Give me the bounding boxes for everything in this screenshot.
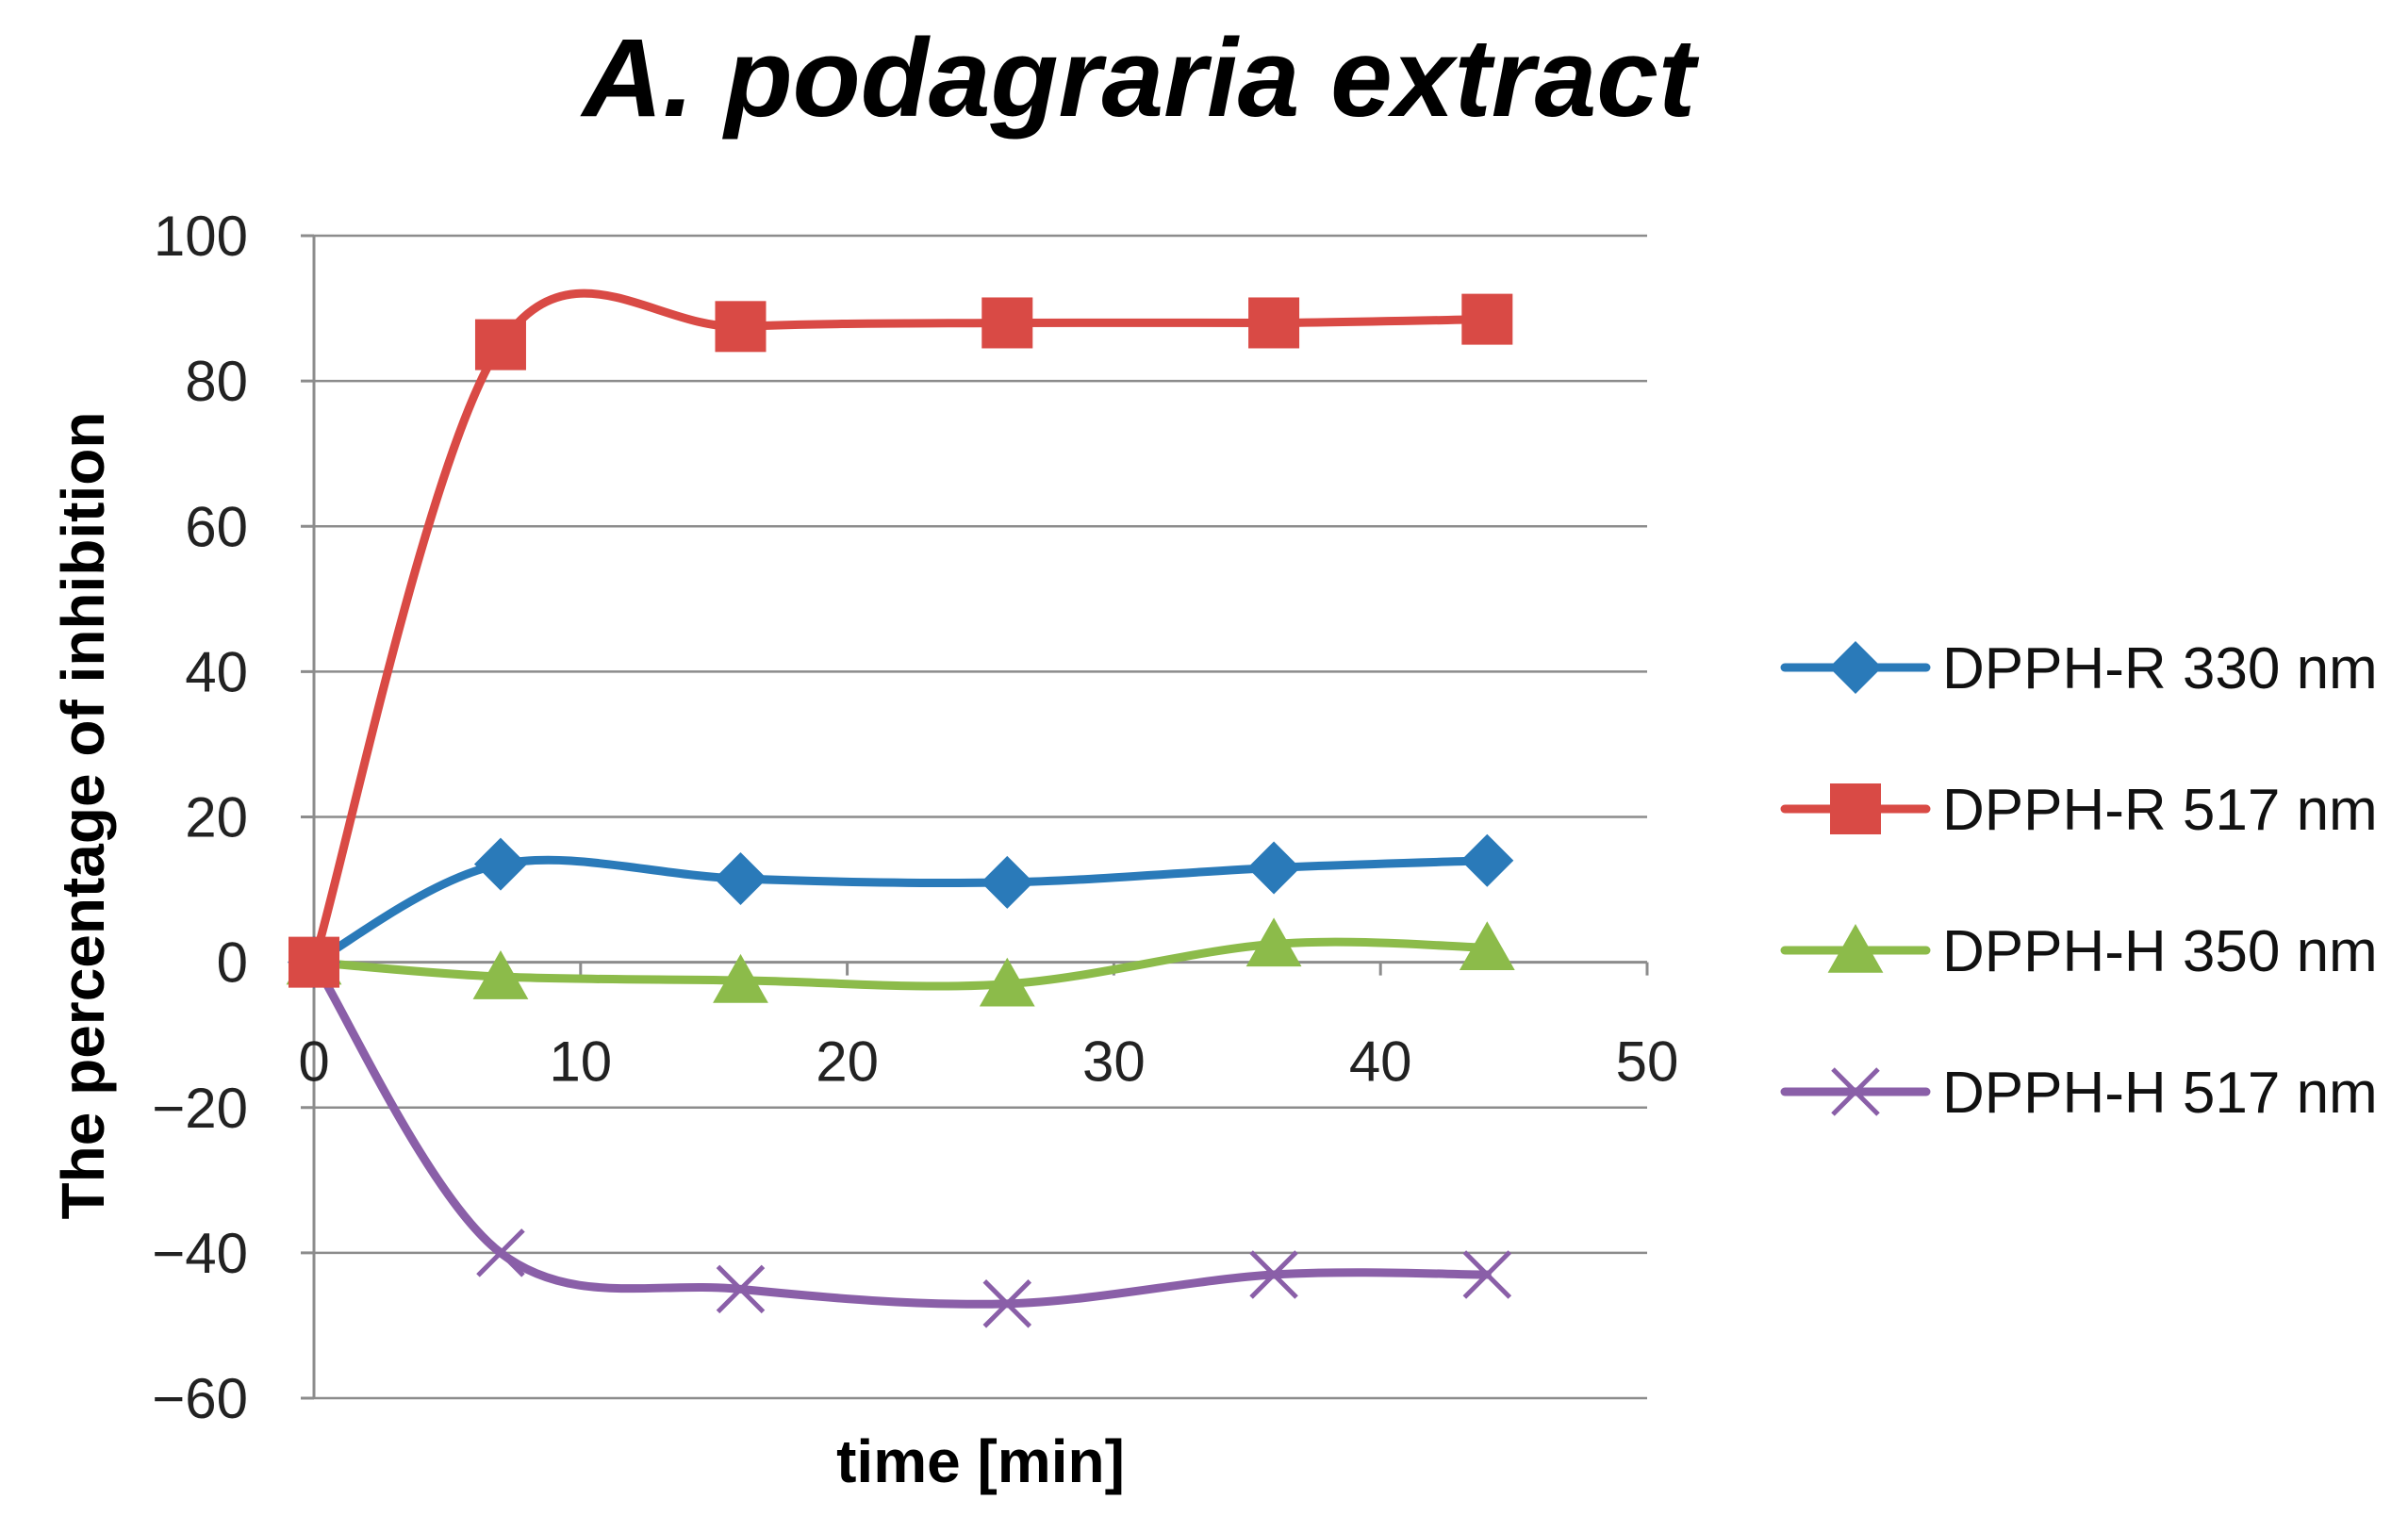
y-tick-label: 100 — [154, 205, 248, 268]
data-point-dpph-r-517-nm — [1461, 293, 1513, 345]
chart-title: A. podagraria extract — [580, 16, 1700, 140]
x-tick-label: 0 — [298, 1030, 329, 1094]
data-point-dpph-h-517-nm — [1462, 1250, 1512, 1299]
y-tick-label: −60 — [152, 1367, 248, 1430]
x-axis-label: time [min] — [836, 1427, 1125, 1495]
legend-marker — [1831, 1067, 1880, 1116]
legend-item-dpph-h-517-nm: DPPH-H 517 nm — [1780, 1061, 2378, 1126]
series-lines — [309, 288, 1492, 1309]
legend-marker — [1829, 641, 1882, 694]
data-point-dpph-r-330-nm — [981, 855, 1034, 909]
y-axis-label: The percentage of inhibition — [49, 412, 117, 1220]
y-tick-label: 60 — [185, 495, 248, 558]
y-tick-label: 40 — [185, 640, 248, 703]
legend-label: DPPH-R 517 nm — [1942, 778, 2378, 843]
data-point-dpph-r-330-nm — [1460, 833, 1514, 887]
data-point-dpph-h-517-nm — [716, 1264, 766, 1314]
data-point-dpph-r-330-nm — [1247, 841, 1301, 895]
x-tick-label: 40 — [1349, 1030, 1412, 1094]
data-point-dpph-r-517-nm — [289, 936, 339, 988]
legend-label: DPPH-H 350 nm — [1942, 919, 2378, 984]
data-point-dpph-h-350-nm — [1459, 921, 1515, 971]
legend-item-dpph-r-330-nm: DPPH-R 330 nm — [1780, 636, 2378, 701]
x-tick-label: 20 — [816, 1030, 879, 1094]
data-point-dpph-h-517-nm — [982, 1279, 1032, 1328]
data-point-dpph-r-517-nm — [981, 297, 1033, 349]
data-point-dpph-h-350-nm — [713, 953, 768, 1003]
series-line-dpph-h-517-nm — [309, 958, 1492, 1309]
legend-marker — [1830, 783, 1881, 834]
data-point-dpph-h-350-nm — [1245, 917, 1302, 967]
legend: DPPH-R 330 nm DPPH-R 517 nm DPPH-H 350 nm D… — [1780, 636, 2378, 1126]
y-tick-labels: 100 80 60 40 20 0 −20 −40 −60 — [152, 205, 248, 1430]
data-point-dpph-h-517-nm — [1249, 1250, 1298, 1299]
data-point-dpph-r-517-nm — [474, 319, 526, 371]
data-point-dpph-r-330-nm — [714, 852, 767, 906]
data-point-dpph-h-350-nm — [979, 957, 1035, 1007]
data-point-dpph-h-350-nm — [472, 950, 529, 999]
y-tick-label: −40 — [152, 1222, 248, 1285]
x-tick-labels: 0 10 20 30 40 50 — [298, 1030, 1678, 1094]
legend-item-dpph-r-517-nm: DPPH-R 517 nm — [1780, 778, 2378, 843]
data-point-dpph-h-517-nm — [476, 1228, 525, 1277]
legend-item-dpph-h-350-nm: DPPH-H 350 nm — [1780, 919, 2378, 984]
data-point-dpph-r-330-nm — [473, 837, 527, 891]
legend-marker — [1827, 924, 1884, 973]
gridlines — [314, 234, 1647, 1400]
legend-label: DPPH-R 330 nm — [1942, 636, 2378, 701]
legend-label: DPPH-H 517 nm — [1942, 1061, 2378, 1126]
y-tick-label: 20 — [185, 786, 248, 849]
x-tick-label: 30 — [1082, 1030, 1146, 1094]
data-point-dpph-r-517-nm — [1248, 297, 1300, 349]
y-tick-label: 0 — [217, 931, 248, 995]
series-markers — [286, 293, 1515, 1328]
x-tick-label: 50 — [1616, 1030, 1679, 1094]
y-tick-label: 80 — [185, 350, 248, 413]
data-point-dpph-r-517-nm — [715, 301, 767, 353]
x-tick-label: 10 — [549, 1030, 612, 1094]
y-tick-label: −20 — [152, 1077, 248, 1140]
